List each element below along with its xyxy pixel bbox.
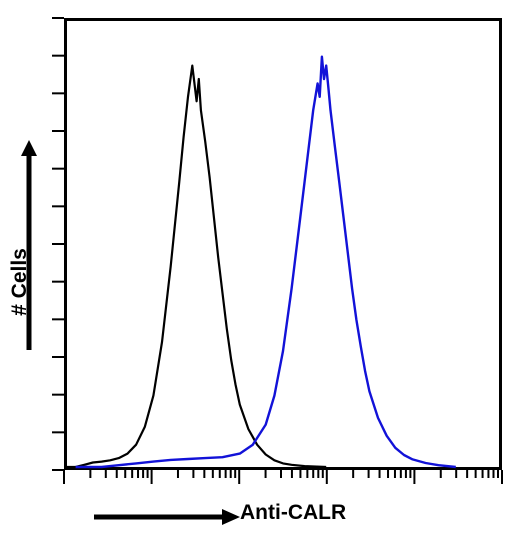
- y-axis-label-group: # Cells: [6, 140, 36, 360]
- x-axis-arrow: [90, 507, 240, 527]
- x-axis-label-group: Anti-CALR: [90, 497, 490, 535]
- chart-container: # Cells Anti-CALR: [0, 0, 529, 541]
- axis-ticks: [0, 0, 529, 541]
- x-axis-label: Anti-CALR: [240, 501, 346, 525]
- y-axis-label: # Cells: [8, 202, 32, 362]
